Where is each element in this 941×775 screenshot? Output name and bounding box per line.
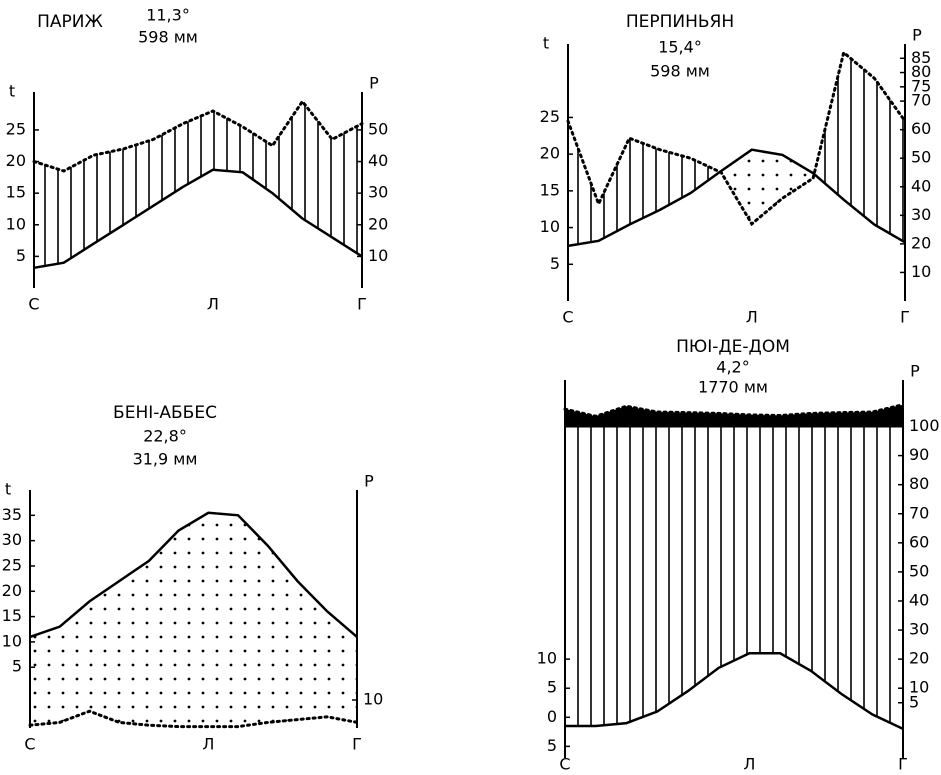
chart-subtitle: 1770 мм — [698, 378, 768, 397]
y2-tick-label: 5 — [909, 692, 919, 711]
x-tick-label: С — [559, 755, 570, 774]
y2-tick-label: 75 — [911, 76, 931, 95]
y2-tick-label: 80 — [911, 62, 931, 81]
y2-tick-label: 50 — [909, 561, 929, 580]
y-tick-label: 5 — [16, 246, 26, 265]
y2-tick-label: 20 — [909, 649, 929, 668]
chart-title: ПЮІ-ДЕ-ДОМ — [676, 337, 790, 357]
chart-subtitle: 598 мм — [650, 62, 710, 81]
y-tick-label: 10 — [6, 214, 26, 233]
y2-tick-label: 50 — [368, 119, 388, 138]
y2-tick-label: 100 — [909, 416, 940, 435]
y2-tick-label: 20 — [368, 214, 388, 233]
chart-title: БЕНІ-АББЕС — [113, 403, 217, 423]
x-tick-label: Г — [898, 755, 908, 774]
y2-tick-label: 20 — [911, 233, 931, 252]
y-tick-label: 5 — [12, 657, 22, 676]
y2-tick-label: 90 — [909, 445, 929, 464]
y-tick-label: 15 — [2, 606, 22, 625]
y2-tick-label: 60 — [911, 119, 931, 138]
y-tick-label: 0 — [547, 707, 557, 726]
y-tick-label: 25 — [2, 555, 22, 574]
y2-tick-label: 80 — [909, 474, 929, 493]
y-axis-label: t — [5, 480, 11, 499]
excess-precipitation — [565, 404, 903, 427]
y-tick-label: 15 — [540, 180, 560, 199]
x-tick-label: Л — [207, 295, 219, 314]
chart-subtitle: 598 мм — [138, 28, 198, 47]
dry-area — [30, 512, 357, 727]
y2-tick-label: 10 — [911, 262, 931, 281]
y2-tick-label: 70 — [909, 503, 929, 522]
x-tick-label: С — [562, 308, 573, 327]
chart-subtitle: 15,4° — [658, 38, 702, 57]
chart-subtitle: 22,8° — [143, 427, 187, 446]
humid-area — [34, 101, 362, 268]
x-tick-label: Л — [746, 308, 758, 327]
y2-tick-label: 10 — [363, 690, 383, 709]
y2-tick-label: 70 — [911, 91, 931, 110]
y2-tick-label: 85 — [911, 48, 931, 67]
precipitation-line — [32, 98, 364, 173]
precipitation-line — [563, 403, 905, 418]
y-axis-label: t — [543, 34, 549, 53]
y2-axis-label: P — [910, 362, 920, 381]
y-tick-label: 10 — [537, 649, 557, 668]
y2-tick-label: 30 — [911, 205, 931, 224]
y-tick-label: 10 — [2, 631, 22, 650]
chart-title: ПАРИЖ — [37, 12, 103, 32]
humid-area — [565, 404, 903, 729]
y2-tick-label: 50 — [911, 148, 931, 167]
y2-tick-label: 10 — [368, 246, 388, 265]
y2-tick-label: 30 — [368, 183, 388, 202]
x-tick-label: С — [28, 295, 39, 314]
chart-title: ПЕРПИНЬЯН — [626, 12, 734, 32]
x-tick-label: Г — [357, 295, 367, 314]
y-axis-label: t — [9, 82, 15, 101]
precipitation-line — [28, 709, 359, 729]
temperature-line — [33, 168, 363, 270]
y-tick-label: 15 — [6, 183, 26, 202]
temperature-line — [29, 511, 358, 639]
y2-axis-label: P — [364, 472, 374, 491]
chart-subtitle: 31,9 мм — [133, 450, 198, 469]
temperature-line — [567, 148, 906, 248]
y-tick-label: 5 — [550, 254, 560, 273]
y2-axis-label: P — [912, 26, 922, 45]
y-tick-label: 25 — [540, 107, 560, 126]
y-tick-label: 20 — [540, 144, 560, 163]
x-tick-label: С — [24, 735, 35, 754]
y-tick-label: 5 — [547, 736, 557, 755]
y2-tick-label: 60 — [909, 532, 929, 551]
y2-tick-label: 40 — [368, 151, 388, 170]
chart-subtitle: 4,2° — [716, 358, 749, 377]
y-tick-label: 35 — [2, 505, 22, 524]
y2-tick-label: 40 — [911, 176, 931, 195]
x-tick-label: Г — [900, 308, 910, 327]
y-tick-label: 5 — [547, 678, 557, 697]
y-tick-label: 20 — [6, 151, 26, 170]
chart-subtitle: 11,3° — [146, 6, 190, 25]
x-tick-label: Г — [352, 735, 362, 754]
y2-tick-label: 40 — [909, 590, 929, 609]
y-tick-label: 30 — [2, 530, 22, 549]
y2-tick-label: 10 — [909, 678, 929, 697]
y2-axis-label: P — [369, 74, 379, 93]
y-tick-label: 20 — [2, 581, 22, 600]
y2-tick-label: 30 — [909, 620, 929, 639]
x-tick-label: Л — [743, 755, 755, 774]
temperature-line — [565, 652, 904, 731]
x-tick-label: Л — [202, 735, 214, 754]
precipitation-line — [566, 49, 907, 227]
y-tick-label: 10 — [540, 217, 560, 236]
y-tick-label: 25 — [6, 119, 26, 138]
